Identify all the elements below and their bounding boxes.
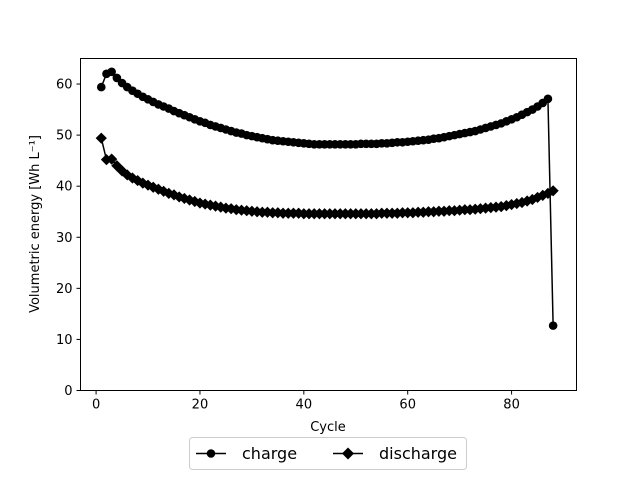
data-point-charge <box>548 321 558 330</box>
legend-charge-marker <box>206 449 216 458</box>
y-tick-label: 40 <box>56 180 73 195</box>
axis-ticks: 0 20 40 60 80 0 10 20 30 40 50 60 <box>56 78 520 413</box>
data-point-discharge <box>438 205 450 217</box>
data-point-discharge <box>428 206 440 218</box>
data-point-charge <box>543 94 553 104</box>
x-tick-label: 60 <box>399 398 416 413</box>
data-point-discharge <box>526 193 538 206</box>
legend-discharge-marker <box>342 447 354 460</box>
series-discharge <box>95 132 559 220</box>
x-tick-label: 20 <box>192 398 209 413</box>
plot-frame <box>80 58 577 391</box>
data-point-discharge <box>370 208 383 220</box>
data-point-discharge <box>391 207 403 219</box>
y-tick-label: 10 <box>56 333 73 348</box>
y-tick-label: 0 <box>64 384 72 399</box>
series-charge <box>96 67 558 330</box>
legend: charge discharge <box>189 437 467 470</box>
data-point-discharge <box>469 203 481 215</box>
legend-frame <box>189 437 467 470</box>
data-point-discharge <box>251 206 263 218</box>
y-tick-label: 60 <box>56 78 73 93</box>
x-tick-label: 40 <box>296 398 313 413</box>
y-axis-label: Volumetric energy [Wh L⁻¹] <box>28 135 43 313</box>
x-axis-label: Cycle <box>310 420 346 435</box>
y-tick-label: 50 <box>56 129 73 144</box>
data-point-discharge <box>547 185 559 197</box>
data-point-discharge <box>505 198 518 211</box>
y-tick-label: 30 <box>56 231 73 246</box>
data-point-charge <box>96 82 106 92</box>
data-point-discharge <box>448 205 461 217</box>
data-point-discharge <box>95 132 107 144</box>
legend-charge-label: charge <box>242 444 297 463</box>
data-point-discharge <box>480 202 492 214</box>
data-point-discharge <box>485 202 497 214</box>
data-point-discharge <box>106 153 118 165</box>
data-point-discharge <box>474 203 487 215</box>
data-point-charge <box>107 67 116 77</box>
data-point-discharge <box>516 196 528 209</box>
x-tick-label: 80 <box>503 398 520 413</box>
legend-discharge-label: discharge <box>379 444 457 463</box>
x-tick-label: 0 <box>92 398 100 413</box>
plot-area <box>95 67 559 330</box>
data-point-discharge <box>521 195 533 207</box>
y-tick-label: 20 <box>56 282 73 297</box>
